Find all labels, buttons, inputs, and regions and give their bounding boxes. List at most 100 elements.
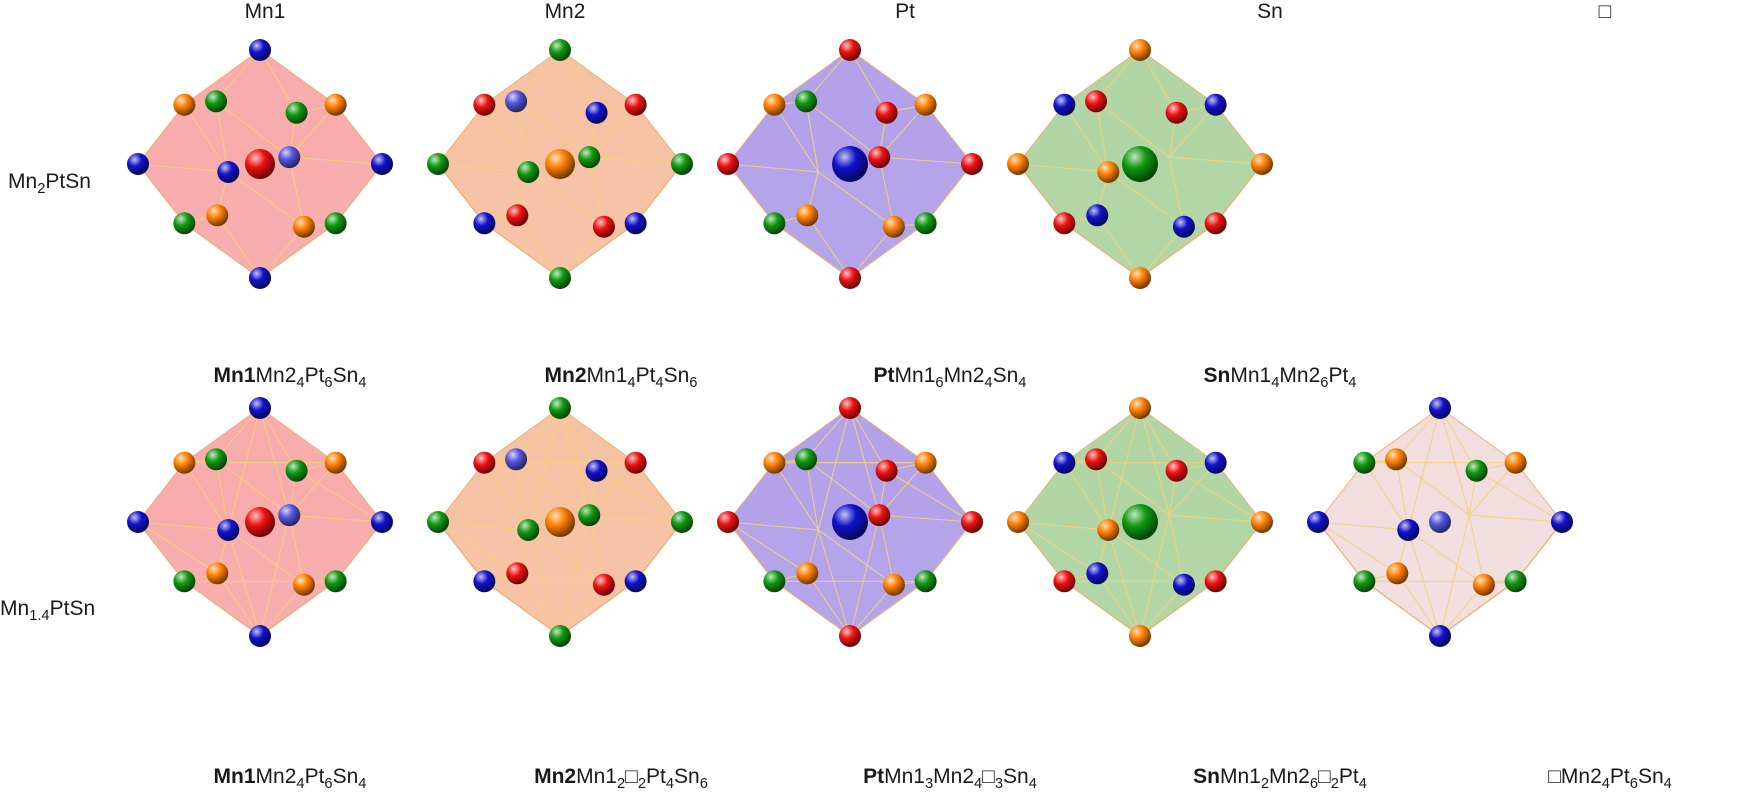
atom-pt [473,570,496,593]
polyhedron-edge [216,214,261,279]
formula-part: 4 [358,776,367,793]
atom-pt [624,570,647,593]
polyhedron-edge [1476,470,1563,523]
atom-mn2 [763,93,786,116]
formula-part: □ [625,765,638,788]
formula-part: □ [982,765,995,788]
polyhedron-edge [1017,521,1109,531]
atom-sn [914,570,937,593]
atom-pt [249,267,271,289]
formula-part: Mn1 [576,765,617,788]
atom-sn [1465,459,1488,482]
central-atom-mn1 [245,149,275,179]
central-atom-pt [832,504,868,540]
atom-mn1 [868,504,891,527]
atom-mn1 [875,101,898,124]
atom-mn1 [624,451,647,474]
polyhedron-edge [1168,104,1217,158]
polyhedron-edge [1407,529,1485,586]
polyhedron-edge [215,407,261,460]
polyhedron-edge [1107,529,1141,637]
atom-sn [173,570,196,593]
atom-mn2 [173,93,196,116]
polyhedron-edge [296,470,383,523]
polyhedron-edge [1063,462,1109,531]
atom-sn [578,146,601,169]
atom-sn [549,625,571,647]
atom-sn [763,570,786,593]
polyhedron-edge [1139,407,1170,516]
polyhedron-edge [1095,100,1170,158]
atom-pt [1204,93,1227,116]
polyhedron-edge [1439,407,1470,516]
polyhedron-edge [849,226,895,279]
atom-pt [217,160,240,183]
atom-mn1 [839,39,861,61]
atom-mn1 [1165,459,1188,482]
col-header-pt: Pt [895,0,915,23]
atom-pt [1204,451,1227,474]
formula-part: Pt [304,364,325,387]
polyhedron-edge [805,407,851,460]
polyhedron-edge [516,572,561,637]
polyhedron-edge [288,104,337,158]
formula-part: Pt [863,765,885,788]
atom-mn1 [592,573,615,596]
atom-sn [549,397,571,419]
polyhedron-edge [1107,171,1185,228]
polyhedron-edge [817,407,851,531]
polyhedron-edge [1095,458,1170,516]
polyhedron-edge [227,529,305,586]
polyhedron-edge [878,104,927,158]
polyhedron-edge [259,407,290,516]
atom-sn [324,212,347,235]
atom-mn2 [1097,160,1120,183]
polyhedron-edge [559,407,598,471]
formula-row1-mn2: Mn2Mn14Pt4Sn6 [461,364,781,390]
polyhedron-edge [1095,101,1109,173]
atom-sn [517,160,540,183]
atom-sn [173,212,196,235]
polyhedron-edge [588,157,605,227]
formula-part: Pt [1328,364,1349,387]
polyhedron-edge [215,100,290,158]
polyhedron-edge [437,521,529,531]
formula-part: Mn1 [1219,765,1261,788]
polyhedron-edge [1139,226,1185,279]
atom-pt [585,459,608,482]
polyhedron-edge [773,104,819,173]
polyhedron-edge [137,163,229,173]
atom-sn [285,101,308,124]
polyhedron-mn1-row2 [127,397,393,647]
polyhedron-edge [437,163,529,173]
col-header-vacancy: □ [1598,0,1612,23]
polyhedron-edge [1168,462,1217,516]
atom-mn2 [1129,397,1151,419]
polyhedron-edge [1169,156,1263,165]
atom-mn2 [324,451,347,474]
atom-mn1 [592,215,615,238]
polyhedron-upper-face [728,50,972,172]
formula-part: Pt [1338,765,1359,788]
polyhedron-edge [1439,515,1470,637]
atom-pt [1086,204,1109,227]
atom-pt [127,511,149,533]
polyhedron-edge [259,584,305,637]
polyhedron-edge [773,462,819,531]
polyhedron-edge [1439,584,1485,637]
atom-sn [205,448,228,471]
formula-row2-vacancy: □Mn24Pt6Sn4 [1450,765,1750,793]
formula-part: Sn [332,765,359,788]
formula-part: 6 [1629,776,1638,793]
atom-sn [324,570,347,593]
formula-part: Mn1 [1230,364,1272,387]
polyhedron-upper-face [438,408,682,530]
polyhedron-edge [215,101,229,173]
central-atom-mn2 [545,507,575,537]
polyhedron-edge [1017,521,1098,574]
central-atom-sn [1122,146,1158,182]
formula-part: Pt [304,765,325,788]
formula-part: 4 [1601,776,1610,793]
